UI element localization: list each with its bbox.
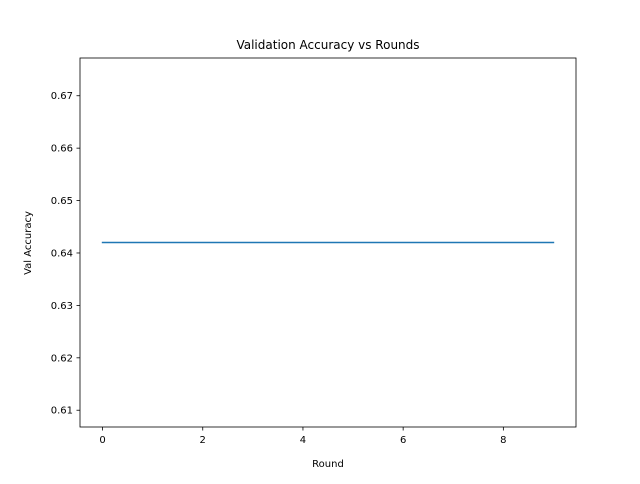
y-tick-label: 0.67: [51, 91, 73, 102]
x-tick-label: 4: [300, 435, 306, 446]
x-axis-label: Round: [312, 459, 344, 470]
x-tick-label: 8: [500, 435, 506, 446]
y-tick-label: 0.64: [51, 248, 73, 259]
y-tick-label: 0.61: [51, 406, 73, 417]
y-tick-label: 0.62: [51, 353, 73, 364]
x-tick-label: 0: [99, 435, 105, 446]
chart-title: Validation Accuracy vs Rounds: [236, 38, 419, 52]
y-axis-ticks: 0.61 0.62 0.63 0.64 0.65 0.66 0.67: [51, 91, 80, 417]
y-tick-label: 0.65: [51, 196, 73, 207]
x-axis-ticks: 0 2 4 6 8: [99, 427, 507, 446]
y-tick-label: 0.66: [51, 144, 73, 155]
x-tick-label: 6: [400, 435, 406, 446]
plot-area-frame: [79, 57, 577, 428]
y-axis-label: Val Accuracy: [23, 211, 34, 275]
x-tick-label: 2: [200, 435, 206, 446]
y-tick-label: 0.63: [51, 301, 73, 312]
